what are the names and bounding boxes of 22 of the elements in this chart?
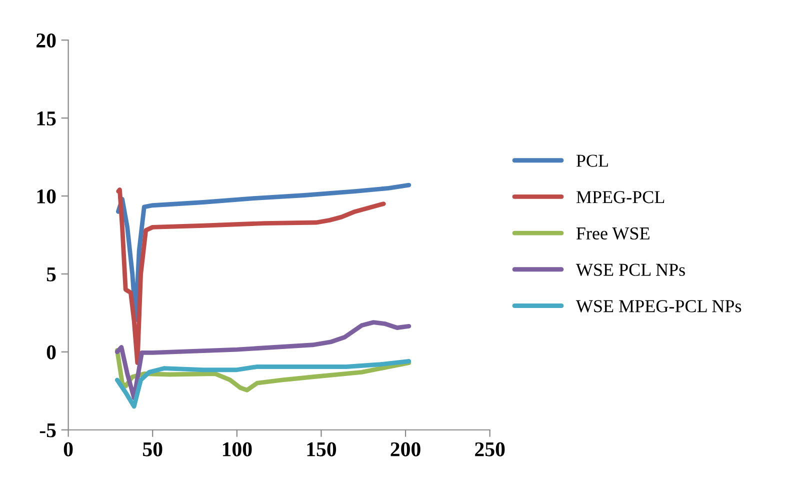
legend-label: WSE MPEG-PCL NPs <box>576 300 742 312</box>
y-tick-label: 20 <box>36 33 56 48</box>
legend-label: WSE PCL NPs <box>576 264 685 276</box>
line-series <box>116 182 412 322</box>
x-tick-label: 0 <box>64 442 73 456</box>
y-tick-label: 10 <box>37 189 56 204</box>
x-tick-label: 250 <box>475 442 505 456</box>
line-series <box>116 188 386 366</box>
line-series <box>114 348 412 392</box>
x-tick-label: 100 <box>222 442 252 456</box>
y-tick-label: 5 <box>46 268 56 282</box>
line-series <box>114 320 412 400</box>
legend-label: MPEG-PCL <box>576 191 664 204</box>
x-tick-label: 150 <box>307 442 336 456</box>
y-tick-label: 15 <box>37 112 56 126</box>
line-series <box>114 359 412 409</box>
y-tick-label: 0 <box>46 345 56 360</box>
x-tick-label: 200 <box>390 442 420 456</box>
x-tick-label: 50 <box>143 442 162 456</box>
legend-label: Free WSE <box>576 227 650 240</box>
y-tick-label: -5 <box>40 423 56 438</box>
legend-label: PCL <box>576 154 608 167</box>
